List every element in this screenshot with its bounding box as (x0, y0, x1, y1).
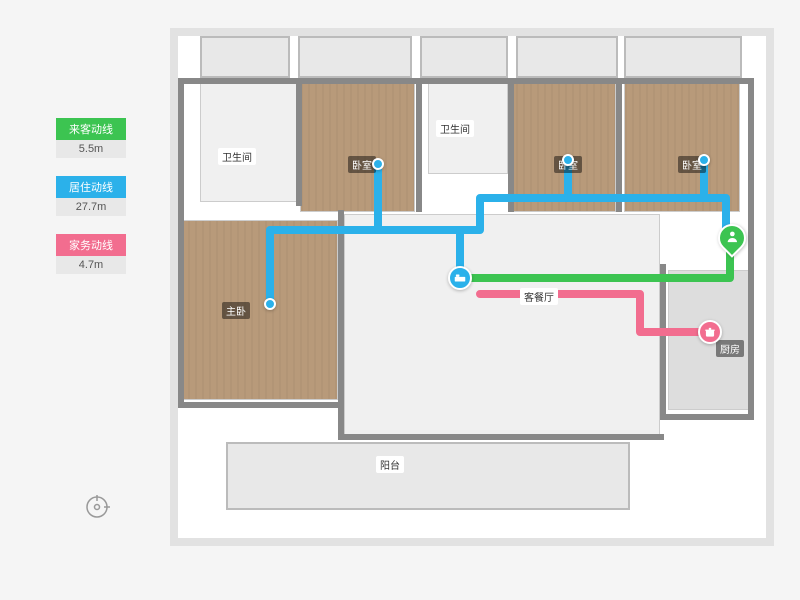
pot-node (698, 320, 722, 344)
wall (416, 78, 422, 212)
upper-balcony (420, 36, 508, 78)
path-endpoint (264, 298, 276, 310)
room-bed3 (624, 82, 740, 212)
floorplan: 卫生间卧室卫生间卧室卧室主卧客餐厅厨房阳台 (170, 28, 774, 546)
room-bed1 (300, 82, 415, 212)
legend-label: 居住动线 (56, 176, 126, 198)
legend-label: 家务动线 (56, 234, 126, 256)
legend: 来客动线 5.5m 居住动线 27.7m 家务动线 4.7m (56, 118, 126, 292)
room-balcony (226, 442, 630, 510)
room-label-kitchen: 厨房 (716, 340, 744, 357)
room-bath1 (200, 82, 300, 202)
room-label-master: 主卧 (222, 302, 250, 319)
path-endpoint (372, 158, 384, 170)
compass-icon (82, 492, 112, 522)
room-living (344, 214, 660, 436)
wall (660, 264, 666, 418)
wall (616, 78, 622, 212)
room-bed2 (508, 82, 616, 212)
wall (660, 414, 754, 420)
legend-label: 来客动线 (56, 118, 126, 140)
legend-value: 27.7m (56, 198, 126, 216)
room-label-bath1: 卫生间 (218, 148, 256, 165)
room-label-bath2: 卫生间 (436, 120, 474, 137)
wall (508, 78, 514, 212)
wall (178, 402, 340, 408)
legend-item-guest: 来客动线 5.5m (56, 118, 126, 158)
path-endpoint (562, 154, 574, 166)
upper-balcony (298, 36, 412, 78)
wall (178, 78, 184, 408)
wall (338, 434, 664, 440)
legend-value: 5.5m (56, 140, 126, 158)
legend-item-living: 居住动线 27.7m (56, 176, 126, 216)
room-label-balcony: 阳台 (376, 456, 404, 473)
legend-item-chores: 家务动线 4.7m (56, 234, 126, 274)
wall (178, 78, 754, 84)
upper-balcony (200, 36, 290, 78)
room-master (180, 220, 338, 400)
path-endpoint (698, 154, 710, 166)
upper-balcony (516, 36, 618, 78)
entry-pin (712, 218, 752, 258)
room-label-living: 客餐厅 (520, 288, 558, 305)
wall (748, 78, 754, 418)
legend-value: 4.7m (56, 256, 126, 274)
wall (296, 78, 302, 206)
upper-balcony (624, 36, 742, 78)
bed-node (448, 266, 472, 290)
